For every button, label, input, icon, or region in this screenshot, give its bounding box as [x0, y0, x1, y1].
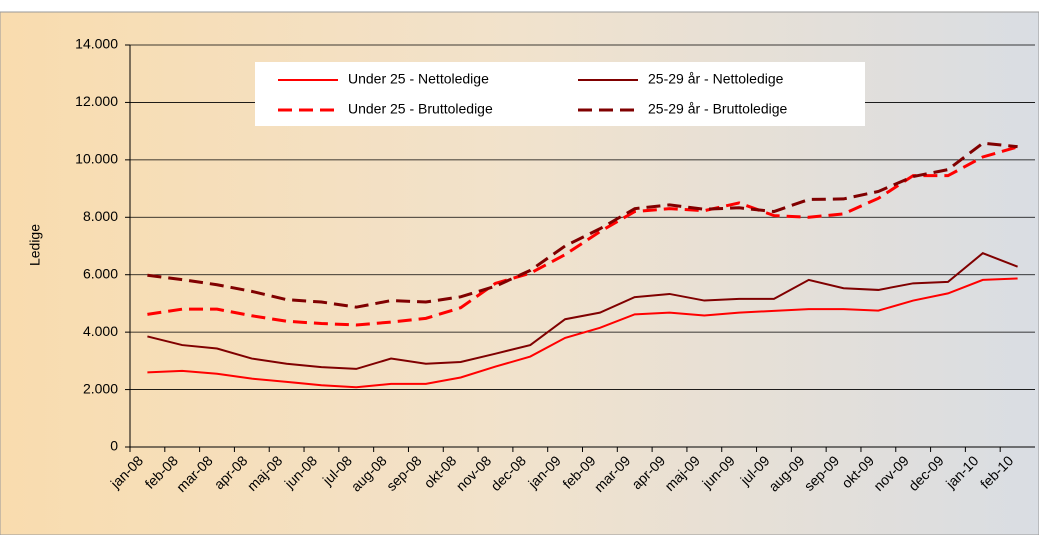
y-tick-label: 14.000: [75, 36, 118, 52]
y-tick-label: 2.000: [83, 380, 118, 396]
y-tick-label: 12.000: [75, 93, 118, 109]
y-tick-label: 0: [110, 438, 118, 454]
legend-label: 25-29 år - Bruttoledige: [648, 101, 788, 117]
series-line: [147, 277, 1018, 389]
y-tick-label: 8.000: [83, 208, 118, 224]
y-tick-label: 4.000: [83, 323, 118, 339]
series-line: [147, 252, 1018, 370]
series-line: [147, 141, 1018, 309]
y-tick-label: 6.000: [83, 265, 118, 281]
series-line: [147, 145, 1019, 327]
legend-label: Under 25 - Bruttoledige: [348, 101, 493, 117]
legend-box: [255, 62, 865, 126]
legend-label: 25-29 år - Nettoledige: [648, 71, 784, 87]
y-tick-label: 10.000: [75, 151, 118, 167]
y-axis-label: Ledige: [27, 224, 43, 266]
legend-label: Under 25 - Nettoledige: [348, 71, 489, 87]
